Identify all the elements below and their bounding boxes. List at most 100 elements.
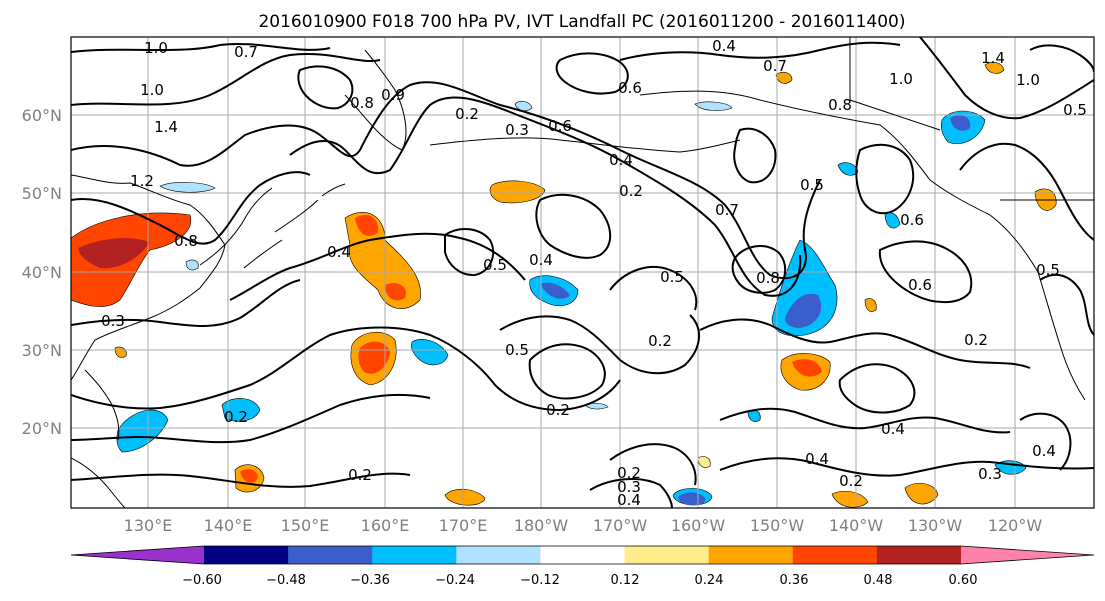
contour-label: 0.2: [964, 331, 988, 349]
shade-cyan-130e: [116, 409, 169, 453]
map-frame: [70, 36, 1095, 509]
contour-label: 0.5: [1036, 261, 1060, 279]
colorbar-segment: [876, 546, 962, 564]
contour-label: 0.3: [978, 465, 1002, 483]
lat-tick-20n: 20°N: [22, 419, 62, 438]
contour-label: 0.5: [800, 176, 824, 194]
contour-label: 0.2: [546, 401, 570, 419]
colorbar-tick: 0.48: [864, 573, 893, 588]
contour-label: 0.3: [505, 121, 529, 139]
contour-24: [733, 127, 777, 184]
colorbar-segment: [204, 546, 289, 564]
longitude-labels: 130°E 140°E 150°E 160°E 170°E 180°W 170°…: [124, 516, 1043, 535]
shade-blue-150w: [785, 293, 822, 328]
contour-label: 0.7: [234, 43, 258, 61]
lon-tick-150w: 150°W: [750, 516, 805, 535]
contour-label: 1.4: [154, 118, 178, 136]
colorbar-extend-high: [961, 546, 1094, 564]
colorbar-segment: [540, 546, 626, 564]
colorbar-tick: −0.36: [350, 573, 390, 588]
contour-label: 0.5: [660, 268, 684, 286]
contour-label: 0.5: [505, 341, 529, 359]
contour-23: [619, 41, 901, 61]
shade-blue-alaska: [950, 115, 971, 131]
contour-14: [589, 443, 697, 508]
contour-label: 0.2: [348, 466, 372, 484]
contour-22: [919, 37, 1094, 120]
contour-16: [719, 407, 1011, 434]
contour-27: [535, 193, 612, 259]
contour-2: [71, 53, 381, 106]
contour-15: [699, 318, 1031, 369]
contour-label: 0.2: [648, 332, 672, 350]
coast-asia: [71, 174, 226, 381]
shade-orange-160e-a: [344, 212, 421, 309]
shade-yellow-small: [697, 456, 711, 468]
contour-25: [731, 245, 787, 294]
lat-tick-40n: 40°N: [22, 263, 62, 282]
contour-4: [289, 96, 802, 297]
contour-label: 0.6: [548, 117, 572, 135]
colorbar-tick: −0.24: [435, 573, 475, 588]
latitude-labels: 60°N 50°N 40°N 30°N 20°N: [22, 106, 62, 438]
colorbar-tick: 0.24: [695, 573, 724, 588]
contour-label: 0.4: [881, 420, 905, 438]
contour-label: 1.0: [140, 81, 164, 99]
contour-label: 0.2: [224, 408, 248, 426]
coast-kuril: [274, 183, 346, 233]
contour-label: 1.4: [981, 49, 1005, 67]
contour-5: [71, 171, 311, 245]
lon-tick-160w: 160°W: [671, 516, 726, 535]
contour-19: [855, 143, 915, 215]
contour-29: [1019, 412, 1072, 471]
colorbar-tick: −0.12: [520, 573, 560, 588]
colorbar-tick: −0.60: [182, 573, 222, 588]
contour-label: 0.7: [715, 201, 739, 219]
colorbar-extend-low: [71, 546, 204, 564]
contour-3: [71, 81, 821, 280]
contour-17: [719, 457, 1094, 477]
contour-label: 0.8: [828, 96, 852, 114]
contour-label: 0.4: [617, 491, 641, 509]
contour-30: [297, 65, 354, 110]
contour-label: 0.9: [381, 86, 405, 104]
contour-32: [1029, 44, 1094, 73]
contour-7: [71, 279, 301, 327]
lon-tick-140w: 140°W: [829, 516, 884, 535]
lon-tick-170e: 170°E: [439, 516, 488, 535]
contour-label: 0.8: [174, 232, 198, 250]
contour-label: 0.5: [1063, 101, 1087, 119]
contour-label: 0.4: [712, 37, 736, 55]
shade-orange-small-c: [864, 298, 877, 312]
contour-label: 0.6: [618, 79, 642, 97]
contour-18: [838, 363, 916, 414]
shade-lightblue-d: [514, 100, 533, 112]
lon-tick-130e: 130°E: [124, 516, 173, 535]
colorbar-tick: 0.12: [611, 573, 640, 588]
lon-tick-120w: 120°W: [988, 516, 1043, 535]
coastlines: [71, 37, 1094, 508]
coast-kamchatka: [344, 49, 407, 151]
contour-31: [555, 52, 629, 95]
colorbar-ticks: −0.60 −0.48 −0.36 −0.24 −0.12 0.12 0.24 …: [182, 573, 977, 588]
contour-label-group: 1.0 0.7 0.4 0.7 1.4 1.0 1.0 0.6 1.4 0.8 …: [101, 37, 1087, 509]
contour-label: 0.3: [101, 312, 125, 330]
colorbar-segments: [70, 545, 1095, 565]
coast-northamerica: [989, 214, 1086, 401]
shade-orange-small-a: [775, 71, 793, 84]
colorbar-segment: [456, 546, 541, 564]
colorbar-tick: 0.36: [780, 573, 809, 588]
lon-tick-160e: 160°E: [361, 516, 410, 535]
shade-orange-130w-s: [904, 482, 939, 505]
contour-label: 0.2: [455, 105, 479, 123]
shade-blue-160w-s: [678, 492, 706, 506]
shade-cyan-150e: [221, 398, 261, 422]
lon-tick-130w: 130°W: [908, 516, 963, 535]
contour-label: 0.2: [839, 472, 863, 490]
shade-darkred-japan: [78, 238, 150, 269]
shade-lightblue-e: [185, 259, 199, 271]
contour-label: 0.4: [1032, 442, 1056, 460]
contour-label: 0.4: [529, 251, 553, 269]
shade-cyan-small-b: [837, 162, 859, 176]
contour-28: [1039, 273, 1094, 336]
